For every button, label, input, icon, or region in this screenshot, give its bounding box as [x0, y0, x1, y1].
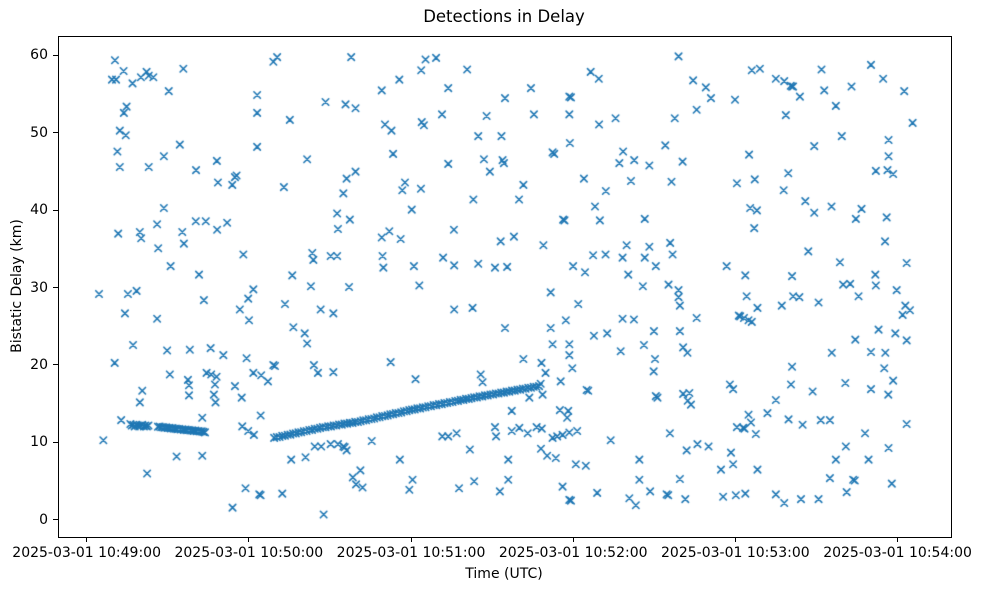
x-tick-mark [410, 537, 412, 542]
y-tick-label: 40 [30, 202, 48, 219]
y-tick-label: 10 [30, 434, 48, 451]
y-tick-label: 30 [30, 279, 48, 296]
x-tick-label: 2025-03-01 10:51:00 [336, 545, 486, 561]
x-tick-label: 2025-03-01 10:53:00 [661, 545, 810, 561]
chart-title: Detections in Delay [423, 7, 585, 26]
x-tick-label: 2025-03-01 10:52:00 [498, 545, 648, 561]
y-tick-label: 50 [30, 124, 48, 141]
x-tick-label: 2025-03-01 10:54:00 [823, 545, 972, 561]
y-tick-mark [53, 519, 58, 521]
x-tick-mark [86, 537, 88, 542]
y-tick-label: 20 [30, 356, 48, 373]
x-tick-mark [572, 537, 574, 542]
y-tick-label: 60 [30, 47, 48, 64]
y-tick-mark [53, 364, 58, 366]
plot-area [58, 36, 952, 538]
y-tick-mark [53, 132, 58, 134]
x-tick-mark [734, 537, 736, 542]
x-axis-label: Time (UTC) [465, 566, 543, 582]
y-tick-mark [53, 54, 58, 56]
y-tick-mark [53, 209, 58, 211]
x-tick-label: 2025-03-01 10:49:00 [12, 545, 161, 561]
y-tick-mark [53, 287, 58, 289]
x-tick-mark [897, 537, 899, 542]
scatter-canvas [59, 37, 951, 537]
y-tick-mark [53, 441, 58, 443]
x-tick-mark [248, 537, 250, 542]
x-tick-label: 2025-03-01 10:50:00 [174, 545, 324, 561]
y-axis-label: Bistatic Delay (km) [9, 219, 25, 353]
y-tick-label: 0 [39, 511, 48, 528]
